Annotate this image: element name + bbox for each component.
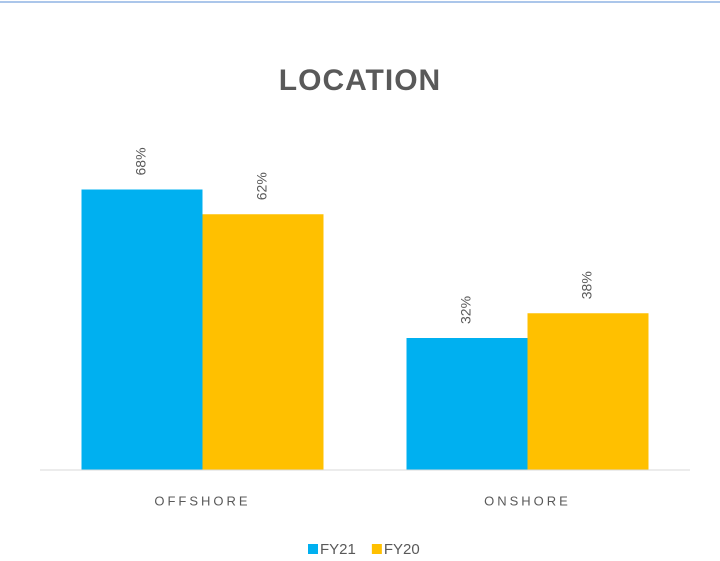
bar — [406, 338, 528, 470]
x-tick-label: ONSHORE — [484, 493, 571, 508]
bar — [81, 189, 203, 470]
legend-swatch — [371, 544, 382, 554]
legend-label: FY20 — [384, 541, 420, 558]
chart-title: LOCATION — [279, 64, 441, 97]
x-tick-label: OFFSHORE — [154, 493, 250, 508]
data-label: 68% — [133, 147, 149, 175]
bar — [202, 214, 324, 470]
data-label: 32% — [458, 296, 474, 324]
legend-swatch — [308, 544, 318, 554]
legend-label: FY21 — [320, 541, 356, 558]
data-label: 62% — [254, 172, 270, 200]
data-label: 38% — [579, 271, 595, 299]
bar — [527, 313, 649, 470]
